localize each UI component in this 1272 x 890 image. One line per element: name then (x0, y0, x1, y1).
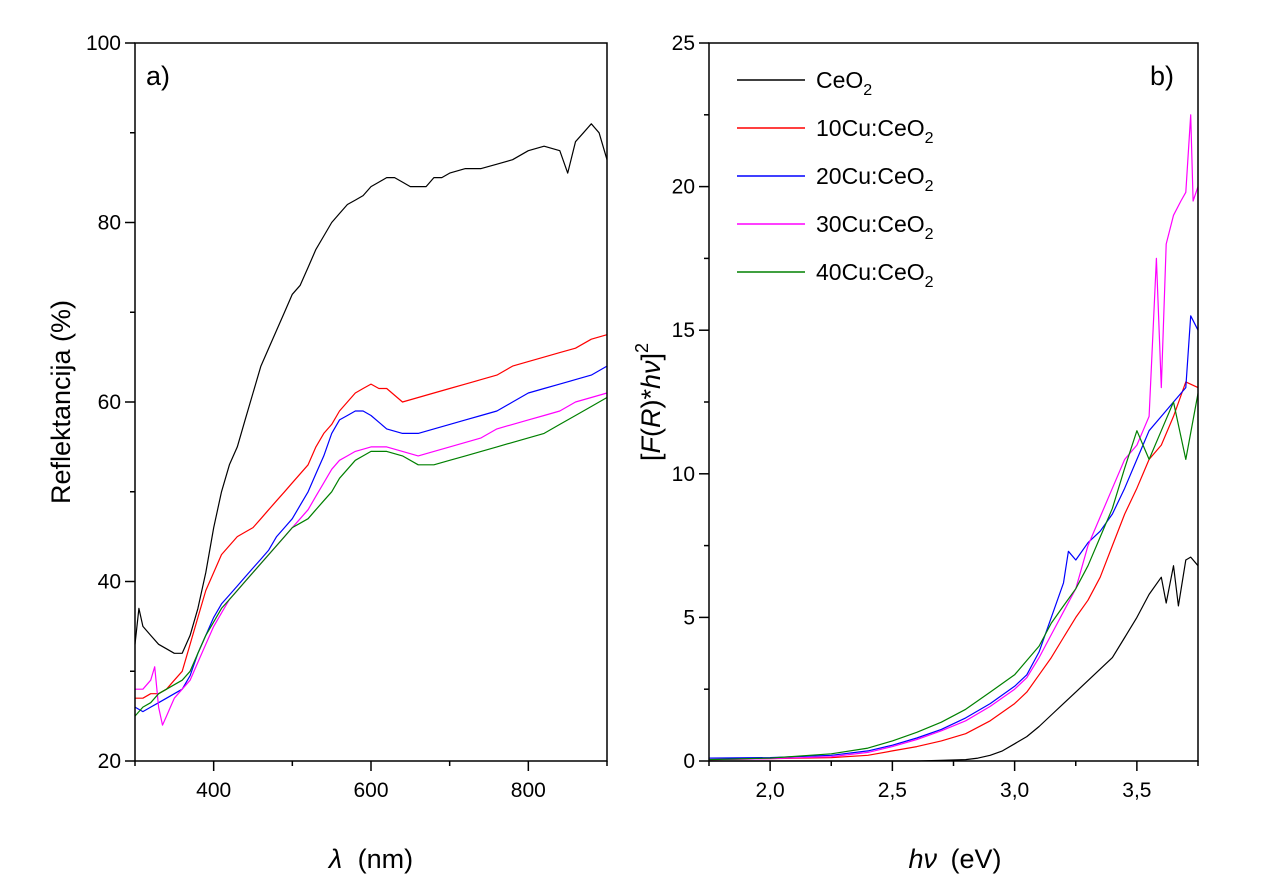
panel-b-series-40cu-ceo2 (708, 393, 1199, 761)
panel-a-x-axis-title: λ (nm) (327, 844, 413, 874)
panel-b-x-tick-label: 2,5 (878, 779, 907, 802)
panel-a-y-tick-label: 100 (86, 32, 121, 55)
legend-label-10cu-ceo2: 10Cu:CeO2 (816, 115, 934, 147)
panel-a-chart: 400 600 800 20 40 60 80 100 a) Reflektancija (%… (46, 32, 608, 874)
panel-a-y-tick-label: 80 (98, 212, 121, 235)
panel-b-x-tick-label: 3,0 (1000, 779, 1029, 802)
panel-b-series-10cu-ceo2 (708, 381, 1199, 761)
panel-b-y-tick-label: 5 (683, 606, 695, 629)
panel-b-label: b) (1150, 61, 1174, 91)
panel-a-series-10cu-ceo2 (135, 334, 608, 699)
panel-b-y-axis-title: [F(R)*hν]2 (632, 343, 666, 461)
panel-b-series-20cu-ceo2 (708, 315, 1199, 759)
panel-a-series-20cu-ceo2 (134, 365, 608, 713)
panel-a-series-layer (134, 123, 608, 726)
panel-a-y-tick-label: 40 (98, 571, 121, 594)
panel-b-y-tick-label: 15 (672, 319, 695, 342)
panel-b-x-axis-symbol: hν (908, 844, 937, 874)
panel-b-series-30cu-ceo2 (708, 114, 1199, 761)
panel-a-label: a) (146, 61, 170, 91)
panel-b-x-tick-label: 2,0 (756, 779, 785, 802)
panel-b-series-layer (708, 114, 1199, 762)
panel-b-legend: CeO2 10Cu:CeO2 20Cu:CeO2 30Cu:CeO2 40Cu:CeO2 (737, 67, 934, 291)
panel-b-ticks-layer: 2,0 2,5 3,0 3,5 0 5 10 15 20 25 (672, 32, 1199, 802)
legend-label-30cu-ceo2: 30Cu:CeO2 (816, 211, 934, 243)
legend-label-ceo2: CeO2 (816, 67, 872, 99)
panel-a-series-ceo2 (134, 123, 608, 654)
panel-a-series-40cu-ceo2 (134, 396, 608, 717)
panel-a-series-30cu-ceo2 (135, 392, 608, 726)
panel-a-y-tick-label: 20 (98, 750, 121, 773)
panel-b-y-tick-label: 20 (672, 176, 695, 199)
panel-a-y-tick-label: 60 (98, 391, 121, 414)
legend-label-40cu-ceo2: 40Cu:CeO2 (816, 259, 934, 291)
legend-label-20cu-ceo2: 20Cu:CeO2 (816, 163, 934, 195)
panel-a-x-axis-unit: (nm) (358, 844, 414, 874)
panel-b-x-axis-unit: (eV) (951, 844, 1002, 874)
panel-b-y-tick-label: 0 (683, 750, 695, 773)
panel-a-x-tick-label: 800 (511, 779, 546, 802)
panel-b-series-ceo2 (709, 556, 1199, 762)
panel-b-x-axis-title: hν (eV) (908, 844, 1001, 874)
panel-a-plot-frame (134, 42, 608, 762)
panel-a-x-tick-label: 600 (353, 779, 388, 802)
panel-b-y-tick-label: 10 (672, 463, 695, 486)
panel-b-plot-frame (708, 42, 1199, 762)
panel-a-ticks-layer: 400 600 800 20 40 60 80 100 (86, 32, 608, 802)
panel-b-x-tick-label: 3,5 (1122, 779, 1151, 802)
panel-a-x-tick-label: 400 (196, 779, 231, 802)
panel-a-y-axis-title: Reflektancija (%) (46, 300, 76, 504)
panel-b-y-tick-label: 25 (672, 32, 695, 55)
panel-a-x-axis-symbol: λ (327, 844, 342, 874)
panel-b-chart: 2,0 2,5 3,0 3,5 0 5 10 15 20 25 b) [F(R)*hν]2 hν … (632, 32, 1199, 874)
